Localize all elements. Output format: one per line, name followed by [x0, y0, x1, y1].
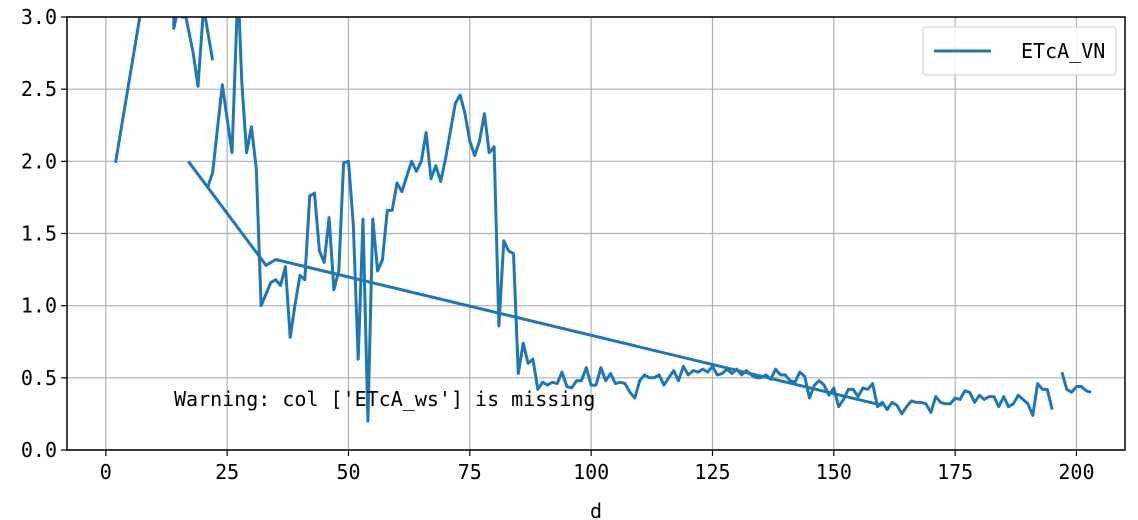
y-tick-label: 0.5: [21, 366, 57, 390]
series-lines: [114, 17, 1092, 423]
y-tick-label: 3.0: [21, 5, 57, 29]
series-line-etca-vn: [206, 186, 883, 407]
axis-ticks: 0 25 50 75 100 125 150 175 200 0.0 0.5 1.0 1.5 2.0 2.5…: [21, 5, 1095, 484]
x-tick-label: 125: [694, 460, 730, 484]
series-line-etca-vn: [203, 17, 215, 61]
y-tick-label: 1.5: [21, 222, 57, 246]
y-tick-label: 0.0: [21, 438, 57, 462]
x-tick-label: 0: [100, 460, 112, 484]
x-tick-label: 100: [573, 460, 609, 484]
x-tick-label: 200: [1058, 460, 1094, 484]
x-tick-label: 75: [458, 460, 482, 484]
legend-box: [922, 26, 1117, 76]
legend: ETcA_VN: [922, 26, 1117, 76]
y-tick-label: 1.0: [21, 294, 57, 318]
x-tick-label: 175: [937, 460, 973, 484]
legend-label-etca-vn: ETcA_VN: [1021, 39, 1105, 63]
x-axis-label: d: [590, 499, 602, 520]
x-tick-label: 150: [816, 460, 852, 484]
series-line-etca-vn: [1060, 371, 1092, 394]
x-tick-label: 25: [215, 460, 239, 484]
y-tick-label: 2.0: [21, 149, 57, 173]
series-line-etca-vn: [172, 17, 178, 30]
series-line-etca-vn: [181, 17, 205, 88]
series-line-etca-vn: [237, 17, 1054, 423]
x-tick-label: 50: [336, 460, 360, 484]
series-line-etca-vn: [114, 17, 142, 164]
series-line-etca-vn: [187, 17, 239, 189]
y-tick-label: 2.5: [21, 77, 57, 101]
warning-annotation: Warning: col ['ETcA_ws'] is missing: [174, 387, 595, 411]
